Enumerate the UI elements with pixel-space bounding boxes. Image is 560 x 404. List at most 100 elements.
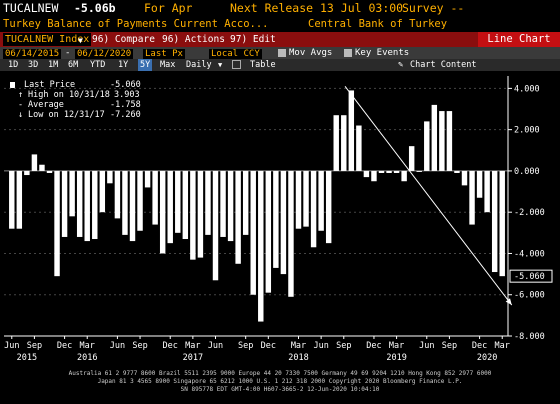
- bar: [295, 170, 302, 229]
- y-axis: 4.000 2.000 0.000 -2.000 -4.000 -6.000 -8.000 -…: [507, 76, 553, 342]
- bar: [235, 170, 241, 264]
- x-tick-label: Sep: [336, 341, 351, 351]
- trend-line: [344, 86, 513, 306]
- y-tick-label: -8.000: [514, 332, 545, 342]
- dropdown-chevron-icon[interactable]: ▼: [78, 36, 83, 45]
- last-value-box: [509, 269, 553, 283]
- bar: [39, 164, 45, 171]
- bar: [499, 170, 505, 277]
- x-tick-label: Sep: [132, 341, 147, 351]
- x-tick-label: Jun: [4, 341, 19, 351]
- bar: [220, 170, 226, 237]
- bar: [114, 170, 121, 219]
- period-1y[interactable]: 1Y: [118, 60, 129, 70]
- trend-arrowhead: [505, 298, 512, 306]
- table-button[interactable]: Table: [250, 60, 276, 70]
- x-tick-label: Jun: [313, 341, 328, 351]
- x-tick-label: Sep: [238, 341, 253, 351]
- currency-select[interactable]: Local CCY: [209, 49, 262, 60]
- bar: [363, 170, 370, 178]
- wrench-icon[interactable]: ✎: [398, 60, 404, 70]
- period-ytd[interactable]: YTD: [90, 60, 106, 70]
- bar: [371, 170, 377, 182]
- x-tick-label: Jun: [208, 341, 223, 351]
- bar: [107, 170, 113, 184]
- frequency-chevron-icon[interactable]: ▼: [218, 61, 223, 69]
- bar: [401, 170, 407, 182]
- header-bar: TUCALNEW -5.06b For Apr Next Release 13 …: [0, 0, 560, 17]
- bar: [484, 170, 490, 213]
- legend-last-price-label: Last Price: [24, 80, 76, 90]
- bar: [31, 154, 38, 171]
- bar: [386, 170, 392, 173]
- bar: [16, 170, 23, 229]
- bar: [250, 170, 256, 295]
- bar: [454, 170, 460, 173]
- x-year-label: 2020: [477, 353, 497, 363]
- bar: [439, 111, 445, 171]
- period-1m[interactable]: 1M: [48, 60, 59, 70]
- bar: [99, 170, 106, 213]
- for-period: For Apr: [144, 1, 193, 15]
- legend-high: ↑ High on 10/31/18 3.903: [4, 90, 140, 100]
- bar: [491, 170, 498, 273]
- bar: [258, 170, 264, 322]
- bar: [24, 170, 30, 176]
- x-axis: Jun Sep Dec Mar Jun Sep Dec Mar Jun Sep Dec Mar Jun S…: [4, 335, 510, 363]
- footer: Australia 61 2 9777 8600 Brazil 5511 239…: [0, 370, 560, 394]
- compare-button[interactable]: 96) Compare: [92, 34, 155, 45]
- bar: [393, 170, 400, 173]
- chart-content-button[interactable]: Chart Content: [410, 60, 477, 70]
- start-date-field[interactable]: 06/14/2015: [3, 49, 62, 60]
- mov-avgs-checkbox[interactable]: [278, 49, 286, 57]
- key-events-checkbox[interactable]: [344, 49, 352, 57]
- legend-avg-marker: -: [18, 100, 24, 110]
- bar: [431, 104, 438, 171]
- x-tick-label: Mar: [291, 341, 306, 351]
- bar: [197, 170, 204, 258]
- period-max[interactable]: Max: [160, 60, 176, 70]
- bar: [356, 125, 362, 171]
- x-tick-label: Dec: [163, 341, 178, 351]
- legend-low-label: Low on 12/31/17: [28, 110, 105, 120]
- x-year-label: 2019: [386, 353, 406, 363]
- period-1d[interactable]: 1D: [8, 60, 19, 70]
- bar: [122, 170, 128, 235]
- x-tick-label: Dec: [472, 341, 487, 351]
- ticker: TUCALNEW: [3, 1, 59, 15]
- trend-arrow: [344, 86, 513, 306]
- bar: [408, 146, 415, 171]
- next-release: Next Release 13 Jul 03:00: [230, 1, 404, 15]
- period-5y[interactable]: 5Y: [138, 59, 153, 71]
- frequency-select[interactable]: Daily: [186, 60, 212, 70]
- period-6m[interactable]: 6M: [68, 60, 79, 70]
- bar: [190, 170, 196, 260]
- x-year-label: 2016: [77, 353, 97, 363]
- bar: [303, 170, 309, 227]
- chart-style-icon[interactable]: [232, 60, 241, 69]
- bar: [280, 170, 287, 275]
- security-field[interactable]: TUCALNEW Index: [3, 33, 92, 46]
- x-year-label: 2017: [183, 353, 203, 363]
- actions-button[interactable]: 96) Actions: [162, 34, 225, 45]
- y-tick-label: 2.000: [514, 126, 540, 136]
- legend-high-label: High on 10/31/18: [28, 90, 110, 100]
- bar: [54, 170, 60, 277]
- bar: [92, 170, 98, 240]
- footer-line-2: Japan 81 3 4565 8900 Singapore 65 6212 1…: [97, 378, 463, 385]
- mov-avgs-label: Mov Avgs: [289, 48, 333, 58]
- bar: [144, 170, 151, 188]
- y-tick-label: -2.000: [514, 208, 545, 218]
- bar: [288, 170, 294, 297]
- edit-button[interactable]: 97) Edit: [230, 34, 276, 45]
- period-3d[interactable]: 3D: [28, 60, 39, 70]
- x-year-label: 2015: [17, 353, 37, 363]
- legend-low-marker: ↓: [18, 110, 24, 120]
- price-field-select[interactable]: Last Px: [143, 49, 185, 60]
- chart-type-label[interactable]: Line Chart: [478, 32, 560, 47]
- bar: [476, 170, 483, 198]
- y-tick-label: 0.000: [514, 167, 540, 177]
- bar: [46, 170, 53, 173]
- key-events-label: Key Events: [355, 48, 410, 58]
- end-date-field[interactable]: 06/12/2020: [75, 49, 134, 60]
